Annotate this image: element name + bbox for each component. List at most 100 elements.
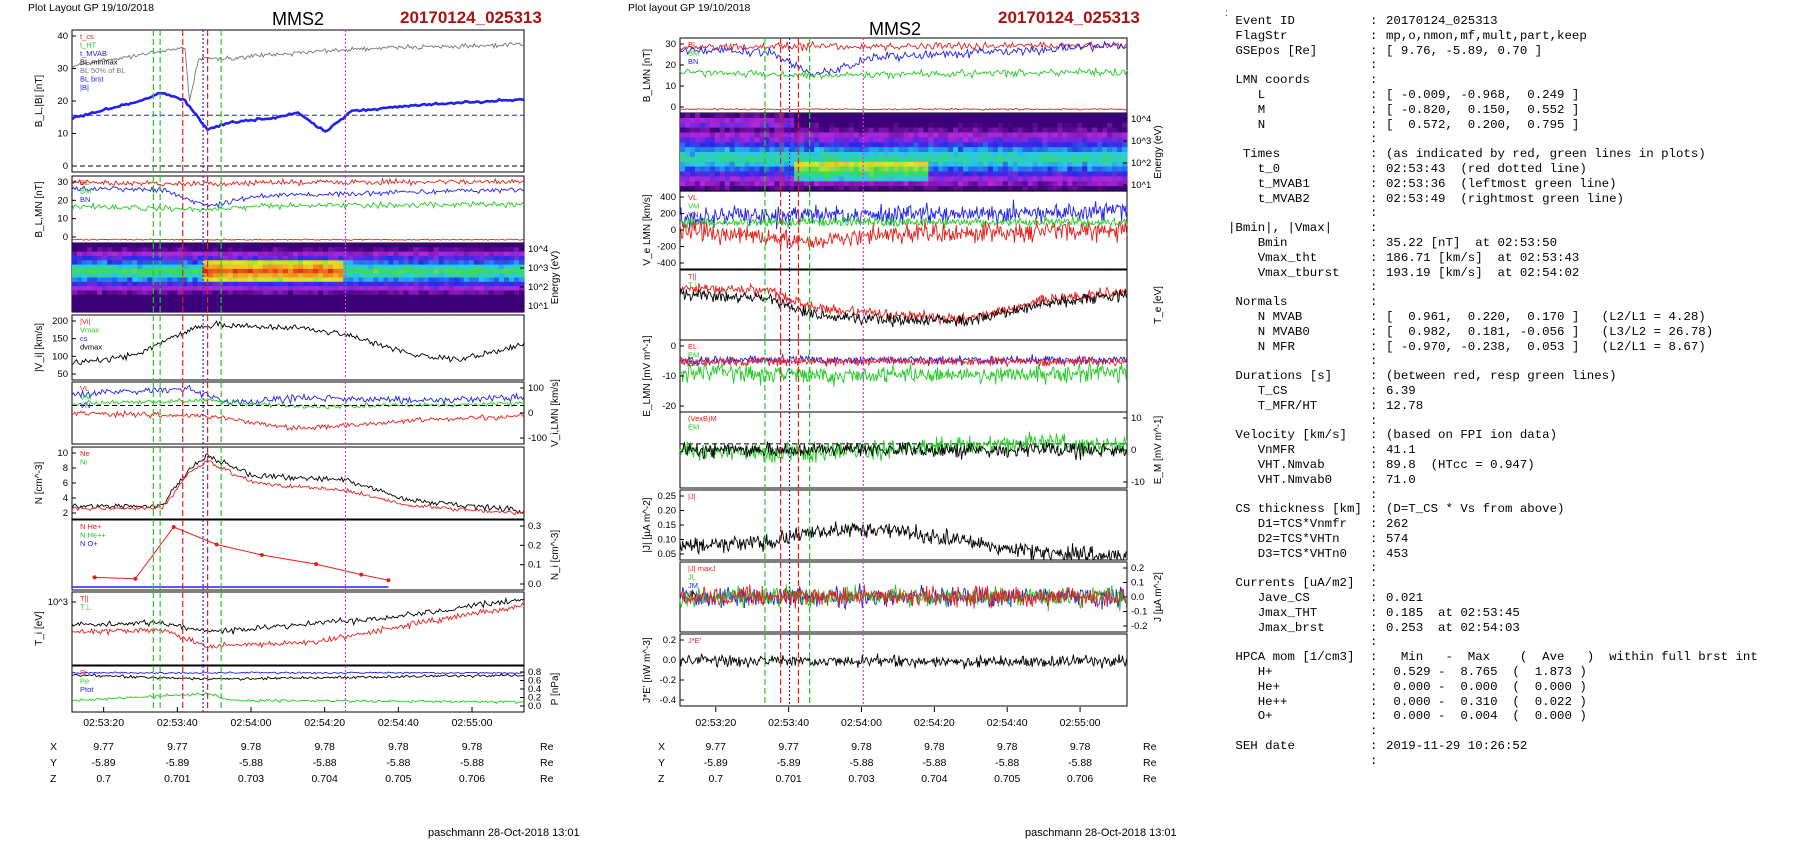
spectrogram-cell xyxy=(953,181,959,187)
spectrogram-cell xyxy=(177,260,184,266)
info-value: 186.71 [km/s] at 02:53:43 xyxy=(1386,250,1580,265)
spectrogram-cell xyxy=(318,294,324,300)
spectrogram-cell xyxy=(318,264,324,270)
spectrogram-cell xyxy=(413,299,420,304)
spectrogram-cell xyxy=(1057,166,1064,173)
spectrogram-cell xyxy=(498,273,505,279)
spectrogram-cell xyxy=(132,273,138,279)
info-row: GSEpos [Re]:[ 9.76, -5.89, 0.70 ] xyxy=(1228,44,1758,59)
spectrogram-cell xyxy=(82,277,88,283)
spectrogram-cell xyxy=(992,127,999,134)
spectrogram-cell xyxy=(117,307,123,313)
spectrogram-cell xyxy=(878,127,885,134)
spectrogram-cell xyxy=(493,247,500,253)
spectrogram-cell xyxy=(1092,176,1098,182)
spectrogram-cell xyxy=(122,303,128,309)
spectrogram-cell xyxy=(923,147,929,153)
spectrogram-cell xyxy=(1067,166,1073,173)
spectrogram-cell xyxy=(177,286,184,291)
info-row: HPCA mom [1/cm3]: Min - Max ( Ave ) with… xyxy=(1228,650,1757,665)
spectrogram-cell xyxy=(353,286,359,291)
spectrogram-cell xyxy=(1022,171,1029,177)
spectrogram-cell xyxy=(127,299,133,304)
spectrogram-cell xyxy=(508,255,515,261)
spectrogram-cell xyxy=(308,294,314,300)
spectrogram-cell xyxy=(122,290,128,296)
spectrogram-cell xyxy=(744,132,751,138)
spectrogram-cell xyxy=(978,156,984,163)
spectrogram-cell xyxy=(699,181,706,187)
spectrogram-cell xyxy=(799,132,805,138)
tick-label: 0.4 xyxy=(528,684,541,695)
spectrogram-cell xyxy=(809,132,815,138)
spectrogram-cell xyxy=(252,294,259,300)
spectrogram-cell xyxy=(1072,186,1078,192)
spectrogram-cell xyxy=(858,137,865,143)
spectrogram-cell xyxy=(483,299,490,304)
spectrogram-cell xyxy=(794,171,800,177)
series-line xyxy=(71,671,525,675)
spectrogram-cell xyxy=(378,286,384,291)
spectrogram-cell xyxy=(303,264,309,270)
spectrogram-cell xyxy=(227,307,234,313)
spectrogram-cell xyxy=(107,260,113,266)
spectrogram-cell xyxy=(267,286,274,291)
legend-entry: Vmax xyxy=(80,326,99,335)
spectrogram-cell xyxy=(428,247,435,253)
spectrogram-cell xyxy=(237,251,244,257)
spectrogram-cell xyxy=(132,277,138,283)
spectrogram-cell xyxy=(519,281,525,287)
spectrogram-cell xyxy=(313,307,319,313)
info-key: O+ xyxy=(1228,709,1273,724)
position-unit: Re xyxy=(540,773,554,785)
series-line xyxy=(71,238,525,241)
spectrogram-cell xyxy=(958,117,964,124)
spectrogram-cell xyxy=(463,264,470,270)
spectrogram-cell xyxy=(468,290,475,296)
spectrogram-cell xyxy=(1082,117,1088,124)
spectrogram-cell xyxy=(938,117,944,124)
spectrogram-cell xyxy=(262,255,269,261)
spectrogram-cell xyxy=(779,132,785,138)
spectrogram-cell xyxy=(197,251,204,257)
spectrogram-cell xyxy=(413,294,420,300)
spectrogram-cell xyxy=(423,281,430,287)
spectrogram-cell xyxy=(1027,166,1034,173)
spectrogram-cell xyxy=(453,268,460,274)
spectrogram-cell xyxy=(1022,166,1029,173)
spectrogram-cell xyxy=(769,166,775,173)
spectrogram-cell xyxy=(1027,113,1034,119)
spectrogram-cell xyxy=(438,281,445,287)
spectrogram-cell xyxy=(814,113,820,119)
spectrogram-cell xyxy=(488,260,495,266)
info-sep: : xyxy=(1370,398,1378,413)
spectrogram-cell xyxy=(147,277,153,283)
spectrogram-cell xyxy=(298,281,304,287)
spectrogram-cell xyxy=(1107,117,1113,124)
spectrogram-cell xyxy=(1072,127,1078,134)
spectrogram-cell xyxy=(498,277,505,283)
spectrogram-cell xyxy=(1037,147,1044,153)
spectrogram-cell xyxy=(794,142,800,148)
time-tick-label: 02:53:20 xyxy=(83,717,124,729)
spectrogram-cell xyxy=(343,307,349,313)
spectrogram-cell xyxy=(1057,132,1064,138)
spectrogram-cell xyxy=(257,290,264,296)
spectrogram-cell xyxy=(963,113,969,119)
tick-label: 20 xyxy=(57,96,68,107)
position-value: -5.89 xyxy=(165,757,189,769)
spectrogram-cell xyxy=(1122,117,1128,124)
spectrogram-cell xyxy=(918,142,924,148)
spectrogram-cell xyxy=(438,299,445,304)
spectrogram-cell xyxy=(247,290,254,296)
spectrogram-cell xyxy=(1117,181,1123,187)
spectrogram-cell xyxy=(759,142,766,148)
spectrogram-cell xyxy=(729,156,736,163)
spectrogram-cell xyxy=(207,286,214,291)
spectrogram-cell xyxy=(373,307,379,313)
spectrogram-cell xyxy=(262,251,269,257)
info-row: SEH date:2019-11-29 10:26:52 xyxy=(1228,739,1758,754)
spectrogram-cell xyxy=(152,273,158,279)
spectrogram-cell xyxy=(987,152,994,158)
spectrogram-cell xyxy=(348,286,354,291)
